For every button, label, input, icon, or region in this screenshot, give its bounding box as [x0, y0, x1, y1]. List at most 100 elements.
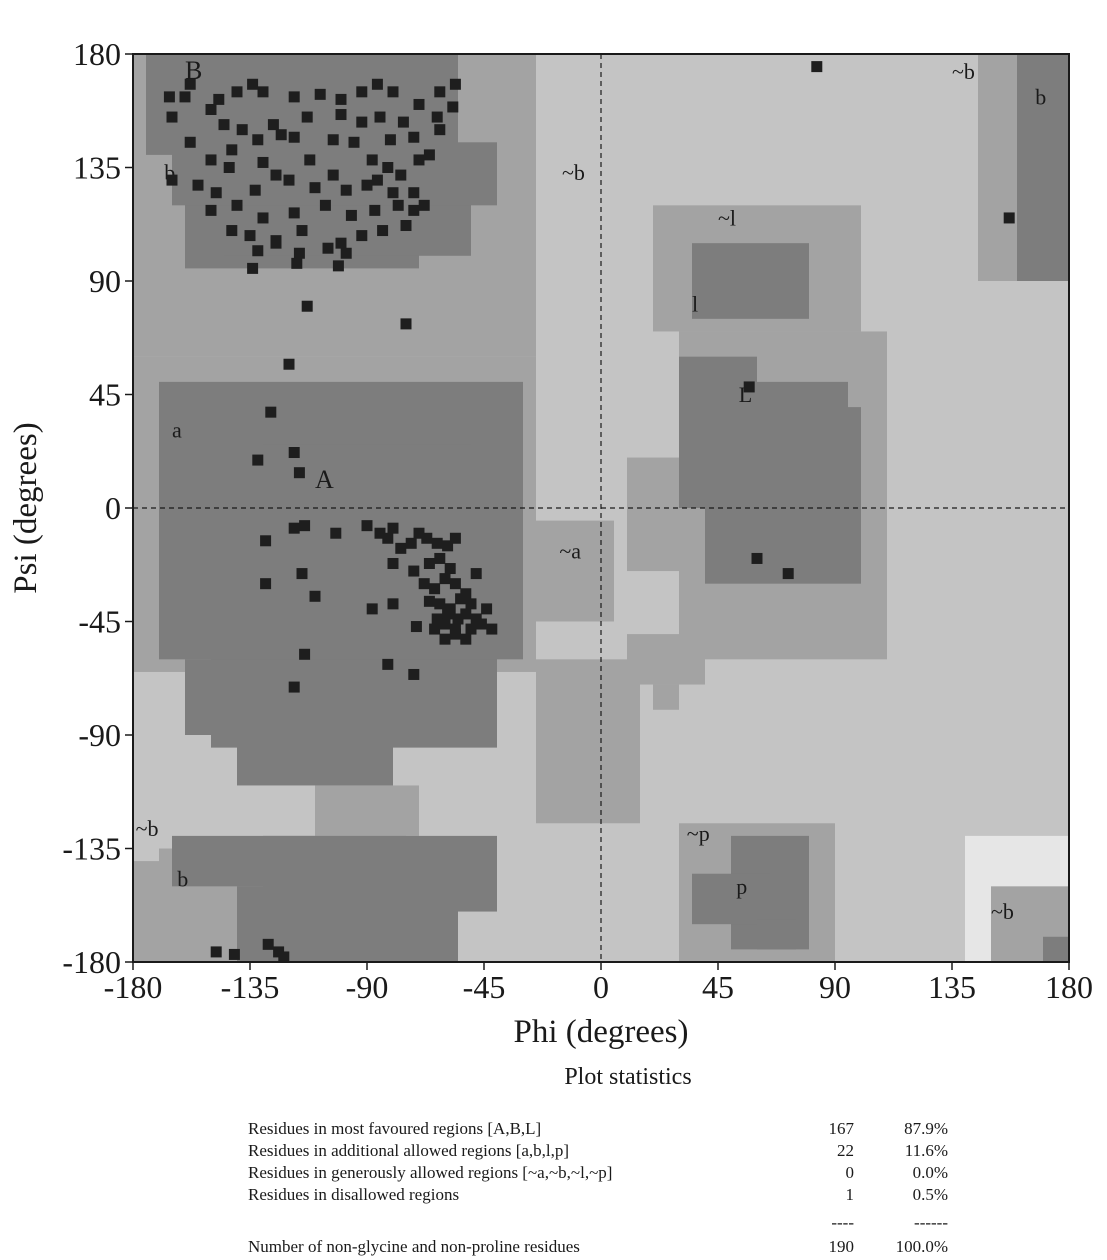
- residue-point: [387, 187, 399, 199]
- stat-row-disallowed: Residues in disallowed regions 1 0.5%: [248, 1184, 1008, 1206]
- residue-point: [231, 199, 243, 211]
- residue-point: [299, 648, 311, 660]
- residue-point: [179, 91, 191, 103]
- region-labels: Bb ~baA~a~llL~bb~bb~pp~b: [136, 56, 1047, 924]
- residue-point: [247, 78, 259, 90]
- residue-point: [291, 257, 303, 269]
- region-label: B: [185, 56, 202, 85]
- stat-percent: 0.5%: [912, 1185, 948, 1204]
- residue-point: [470, 568, 482, 580]
- residue-point: [257, 212, 269, 224]
- residue-point: [449, 578, 461, 590]
- region-label: A: [315, 465, 334, 494]
- region-core: [237, 735, 393, 786]
- residue-point: [296, 225, 308, 237]
- stat-row-most-favoured: Residues in most favoured regions [A,B,L…: [248, 1118, 1008, 1140]
- residue-point: [395, 169, 407, 181]
- residue-point: [236, 124, 248, 136]
- residue-point: [257, 156, 269, 168]
- stat-label: Number of non-glycine and non-proline re…: [248, 1237, 580, 1256]
- residue-point: [439, 618, 451, 630]
- region-core: [692, 873, 770, 925]
- residue-point: [301, 111, 313, 123]
- residue-point: [434, 124, 446, 136]
- residue-point: [434, 598, 446, 610]
- region-label: b: [1035, 84, 1046, 109]
- residue-point: [304, 154, 316, 166]
- residue-point: [288, 131, 300, 143]
- residue-point: [751, 552, 763, 564]
- region-core: [263, 394, 471, 445]
- residue-point: [387, 557, 399, 569]
- x-tick-label: -90: [346, 969, 389, 1005]
- residue-point: [374, 111, 386, 123]
- residue-point: [270, 169, 282, 181]
- residue-point: [374, 527, 386, 539]
- stat-percent: 0.0%: [912, 1163, 948, 1182]
- residue-point: [418, 199, 430, 211]
- residue-point: [371, 78, 383, 90]
- residue-point: [410, 621, 422, 633]
- residue-point: [231, 86, 243, 98]
- residue-point: [421, 532, 433, 544]
- x-tick-label: -180: [104, 969, 163, 1005]
- residue-point: [434, 86, 446, 98]
- region-core: [705, 381, 848, 458]
- stat-percent: 87.9%: [904, 1119, 948, 1138]
- residue-point: [265, 406, 277, 418]
- region-label: ~b: [136, 816, 159, 841]
- residue-point: [356, 230, 368, 242]
- residue-point: [184, 136, 196, 148]
- residue-point: [244, 230, 256, 242]
- zero-lines: [133, 54, 1069, 962]
- residue-point: [262, 938, 274, 950]
- x-tick-label: 90: [819, 969, 851, 1005]
- residue-point: [408, 131, 420, 143]
- x-tick-label: -45: [463, 969, 506, 1005]
- residue-point: [210, 187, 222, 199]
- stat-count: 1: [845, 1185, 855, 1204]
- residue-point: [267, 119, 279, 131]
- stat-label: Residues in additional allowed regions […: [248, 1141, 570, 1160]
- y-tick-label: 90: [89, 263, 121, 299]
- y-tick-label: 45: [89, 377, 121, 413]
- residue-point: [366, 154, 378, 166]
- residue-point: [340, 184, 352, 196]
- residue-point: [439, 573, 451, 585]
- residue-point: [465, 598, 477, 610]
- residue-point: [384, 134, 396, 146]
- region-core: [1043, 936, 1069, 962]
- residue-point: [301, 300, 313, 312]
- residue-point: [366, 603, 378, 615]
- residue-point: [223, 162, 235, 173]
- residue-point: [166, 174, 178, 186]
- x-tick-label: 180: [1045, 969, 1093, 1005]
- residue-point: [413, 154, 425, 166]
- residue-point: [442, 608, 454, 620]
- residue-point: [413, 527, 425, 539]
- residue-point: [382, 162, 394, 173]
- residue-point: [449, 628, 461, 640]
- x-axis-ticks: -180 -135 -90 -45 0 45 90 135 180: [104, 962, 1093, 1005]
- separator-count: ----: [831, 1213, 854, 1232]
- region-label: b: [177, 866, 188, 891]
- residue-point: [288, 447, 300, 459]
- residue-point: [283, 358, 295, 370]
- residue-point: [288, 681, 300, 693]
- residue-point: [327, 134, 339, 146]
- residue-point: [330, 527, 342, 539]
- residue-point: [356, 86, 368, 98]
- residue-point: [782, 568, 794, 580]
- region-core: [146, 54, 458, 155]
- stat-percent: 100.0%: [895, 1237, 948, 1256]
- y-tick-label: 135: [73, 150, 121, 186]
- y-tick-label: -180: [62, 944, 121, 980]
- region-allowed: [315, 785, 419, 836]
- residue-point: [252, 245, 264, 257]
- stat-row-total: Number of non-glycine and non-proline re…: [248, 1236, 1008, 1258]
- residue-point: [382, 532, 394, 544]
- region-core: [1017, 54, 1069, 281]
- residue-point: [184, 78, 196, 90]
- y-tick-label: -135: [62, 831, 121, 867]
- residue-point: [423, 149, 435, 161]
